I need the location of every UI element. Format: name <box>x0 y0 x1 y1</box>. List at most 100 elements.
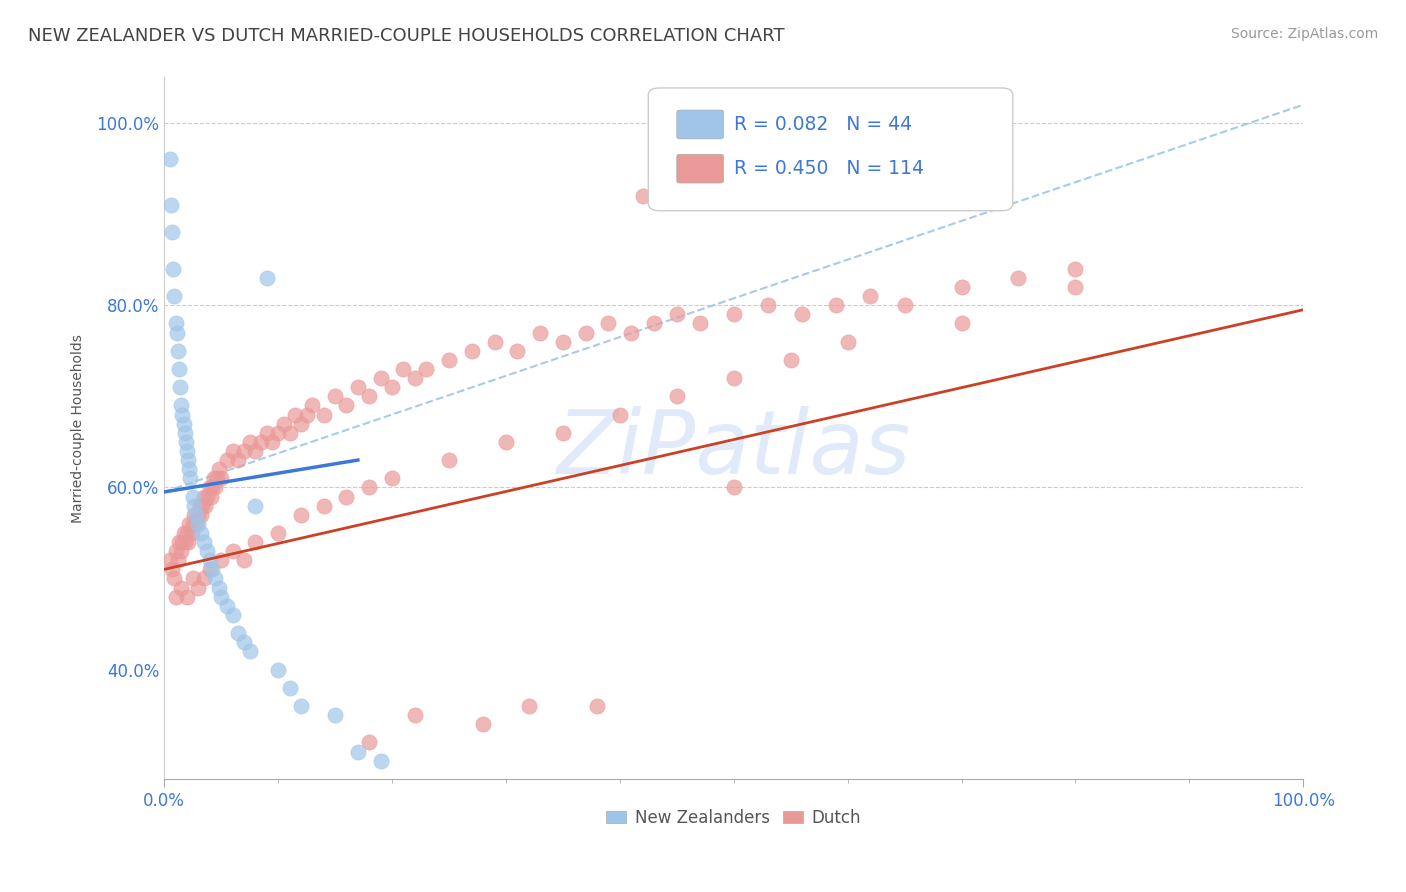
Point <box>204 572 226 586</box>
Point <box>197 490 219 504</box>
Point <box>172 535 194 549</box>
Point <box>245 444 267 458</box>
Legend: New Zealanders, Dutch: New Zealanders, Dutch <box>600 803 868 834</box>
Point <box>392 362 415 376</box>
Text: NEW ZEALANDER VS DUTCH MARRIED-COUPLE HOUSEHOLDS CORRELATION CHART: NEW ZEALANDER VS DUTCH MARRIED-COUPLE HO… <box>28 27 785 45</box>
Point <box>187 516 209 531</box>
Point <box>461 343 484 358</box>
Point <box>187 508 209 522</box>
Point <box>250 434 273 449</box>
Point <box>160 562 183 576</box>
Point <box>381 380 404 394</box>
Point <box>239 644 262 658</box>
Point <box>202 471 225 485</box>
Text: R = 0.450   N = 114: R = 0.450 N = 114 <box>734 159 924 178</box>
Point <box>193 572 215 586</box>
Point <box>437 453 460 467</box>
Point <box>209 553 232 567</box>
Point <box>173 525 195 540</box>
Point <box>335 398 357 412</box>
Point <box>312 408 335 422</box>
Point <box>437 352 460 367</box>
Point <box>181 516 204 531</box>
Point <box>221 607 243 622</box>
Point <box>756 298 779 312</box>
Point <box>193 490 215 504</box>
Text: R = 0.082   N = 44: R = 0.082 N = 44 <box>734 115 912 134</box>
Point <box>183 508 205 522</box>
Point <box>233 635 256 649</box>
Point <box>239 434 262 449</box>
Point <box>167 535 190 549</box>
Point <box>181 490 204 504</box>
Point <box>278 681 301 695</box>
Point <box>665 307 688 321</box>
Point <box>159 553 181 567</box>
Y-axis label: Married-couple Households: Married-couple Households <box>72 334 86 523</box>
Point <box>193 535 215 549</box>
Point <box>187 581 209 595</box>
Point <box>176 444 198 458</box>
Point <box>197 544 219 558</box>
Point <box>194 499 217 513</box>
Point <box>181 572 204 586</box>
Point <box>278 425 301 440</box>
Point <box>950 280 973 294</box>
Point <box>267 525 290 540</box>
Point <box>779 179 801 194</box>
Point <box>170 398 193 412</box>
Point <box>177 453 200 467</box>
Point <box>163 289 186 303</box>
Point <box>208 462 231 476</box>
Point <box>245 535 267 549</box>
Point <box>190 525 212 540</box>
Point <box>159 153 181 167</box>
Point <box>1007 271 1029 285</box>
Point <box>284 408 307 422</box>
Point <box>221 544 243 558</box>
Point <box>301 398 323 412</box>
Point <box>172 408 194 422</box>
Point <box>198 480 221 494</box>
Point <box>370 371 392 385</box>
Point <box>262 434 284 449</box>
Point <box>176 590 198 604</box>
FancyBboxPatch shape <box>648 88 1012 211</box>
Point <box>180 525 202 540</box>
FancyBboxPatch shape <box>676 110 724 139</box>
Point <box>188 499 211 513</box>
Point <box>790 307 813 321</box>
Point <box>859 289 882 303</box>
Point <box>273 417 295 431</box>
Point <box>643 317 665 331</box>
Point <box>191 499 214 513</box>
Point <box>173 535 195 549</box>
Point <box>221 444 243 458</box>
Point <box>472 717 495 731</box>
Point <box>312 499 335 513</box>
Point <box>665 389 688 403</box>
Point <box>1064 261 1087 276</box>
Point <box>495 434 517 449</box>
Point <box>165 317 187 331</box>
Point <box>233 444 256 458</box>
Point <box>404 371 426 385</box>
Point <box>381 471 404 485</box>
Point <box>176 525 198 540</box>
Point <box>620 326 643 340</box>
Point <box>267 425 290 440</box>
Point <box>170 581 193 595</box>
Point <box>837 334 859 349</box>
Point <box>209 590 232 604</box>
Point <box>170 544 193 558</box>
Point <box>165 544 187 558</box>
Point <box>190 508 212 522</box>
Point <box>184 516 207 531</box>
Point <box>370 754 392 768</box>
Point <box>551 425 574 440</box>
Point <box>359 389 381 403</box>
Point <box>404 708 426 723</box>
Point <box>529 326 551 340</box>
Point <box>198 553 221 567</box>
Point <box>226 626 249 640</box>
